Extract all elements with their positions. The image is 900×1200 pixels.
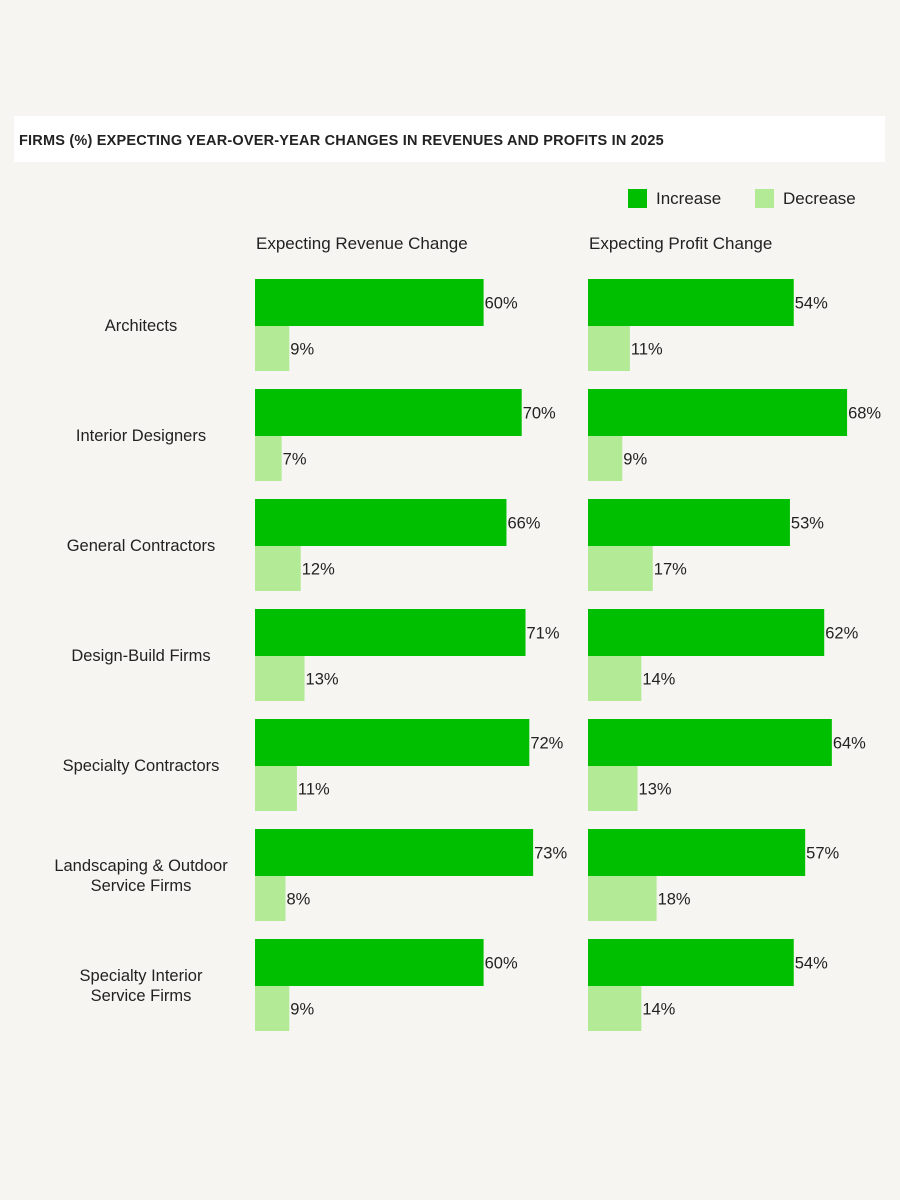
revenue-decrease-bar bbox=[255, 326, 290, 371]
profit-increase-value-label: 57% bbox=[806, 845, 839, 863]
revenue-decrease-value-label: 7% bbox=[283, 451, 307, 469]
legend-decrease-label: Decrease bbox=[783, 189, 856, 208]
revenue-increase-bar bbox=[255, 279, 484, 326]
profit-decrease-bar bbox=[588, 436, 623, 481]
revenue-increase-bar bbox=[255, 939, 484, 986]
profit-decrease-value-label: 14% bbox=[642, 671, 675, 689]
profit-increase-bar bbox=[588, 499, 790, 546]
revenue-decrease-value-label: 12% bbox=[302, 561, 335, 579]
panel-title-profit: Expecting Profit Change bbox=[589, 234, 772, 253]
legend-decrease-swatch bbox=[755, 189, 774, 208]
category-label: Landscaping & Outdoor bbox=[54, 857, 228, 875]
profit-decrease-bar bbox=[588, 656, 642, 701]
profit-decrease-bar bbox=[588, 766, 638, 811]
revenue-increase-value-label: 60% bbox=[485, 955, 518, 973]
category-label: General Contractors bbox=[67, 537, 216, 555]
revenue-decrease-bar bbox=[255, 656, 305, 701]
chart-title-band: FIRMS (%) EXPECTING YEAR-OVER-YEAR CHANG… bbox=[14, 116, 885, 162]
revenue-decrease-value-label: 9% bbox=[290, 341, 314, 359]
profit-decrease-value-label: 18% bbox=[658, 891, 691, 909]
revenue-increase-value-label: 71% bbox=[527, 625, 560, 643]
profit-increase-value-label: 62% bbox=[825, 625, 858, 643]
revenue-decrease-bar bbox=[255, 876, 286, 921]
revenue-decrease-value-label: 11% bbox=[298, 781, 330, 799]
profit-increase-value-label: 68% bbox=[848, 405, 881, 423]
profit-increase-value-label: 54% bbox=[795, 955, 828, 973]
revenue-increase-bar bbox=[255, 719, 530, 766]
profit-decrease-bar bbox=[588, 986, 642, 1031]
revenue-increase-value-label: 72% bbox=[530, 735, 563, 753]
revenue-decrease-bar bbox=[255, 546, 301, 591]
revenue-decrease-value-label: 13% bbox=[306, 671, 339, 689]
chart-title: FIRMS (%) EXPECTING YEAR-OVER-YEAR CHANG… bbox=[19, 133, 664, 149]
profit-increase-bar bbox=[588, 609, 825, 656]
category-label: Interior Designers bbox=[76, 427, 206, 445]
revenue-decrease-bar bbox=[255, 436, 282, 481]
profit-increase-bar bbox=[588, 939, 794, 986]
profit-decrease-bar bbox=[588, 326, 630, 371]
profit-decrease-bar bbox=[588, 546, 653, 591]
profit-increase-value-label: 64% bbox=[833, 735, 866, 753]
revenue-decrease-value-label: 9% bbox=[290, 1001, 314, 1019]
revenue-increase-bar bbox=[255, 609, 526, 656]
category-label: Specialty Contractors bbox=[63, 757, 220, 775]
profit-decrease-value-label: 13% bbox=[639, 781, 672, 799]
revenue-increase-value-label: 70% bbox=[523, 405, 556, 423]
category-label: Design-Build Firms bbox=[71, 647, 210, 665]
legend-increase-swatch bbox=[628, 189, 647, 208]
profit-decrease-value-label: 9% bbox=[623, 451, 647, 469]
category-label: Specialty Interior bbox=[80, 967, 203, 985]
category-label: Service Firms bbox=[91, 987, 192, 1005]
revenue-decrease-value-label: 8% bbox=[286, 891, 310, 909]
category-label: Service Firms bbox=[91, 877, 192, 895]
profit-increase-bar bbox=[588, 389, 848, 436]
category-label: Architects bbox=[105, 317, 177, 335]
profit-increase-value-label: 53% bbox=[791, 515, 824, 533]
legend-increase-label: Increase bbox=[656, 189, 721, 208]
panel-title-revenue: Expecting Revenue Change bbox=[256, 234, 468, 253]
profit-increase-bar bbox=[588, 279, 794, 326]
revenue-decrease-bar bbox=[255, 986, 290, 1031]
profit-increase-bar bbox=[588, 829, 806, 876]
profit-decrease-value-label: 14% bbox=[642, 1001, 675, 1019]
revenue-increase-value-label: 60% bbox=[485, 295, 518, 313]
profit-decrease-value-label: 11% bbox=[631, 341, 663, 359]
revenue-increase-bar bbox=[255, 499, 507, 546]
profit-decrease-value-label: 17% bbox=[654, 561, 687, 579]
revenue-increase-bar bbox=[255, 389, 522, 436]
profit-increase-bar bbox=[588, 719, 832, 766]
revenue-increase-bar bbox=[255, 829, 534, 876]
revenue-decrease-bar bbox=[255, 766, 297, 811]
profit-decrease-bar bbox=[588, 876, 657, 921]
revenue-increase-value-label: 73% bbox=[534, 845, 567, 863]
profit-increase-value-label: 54% bbox=[795, 295, 828, 313]
revenue-increase-value-label: 66% bbox=[507, 515, 540, 533]
